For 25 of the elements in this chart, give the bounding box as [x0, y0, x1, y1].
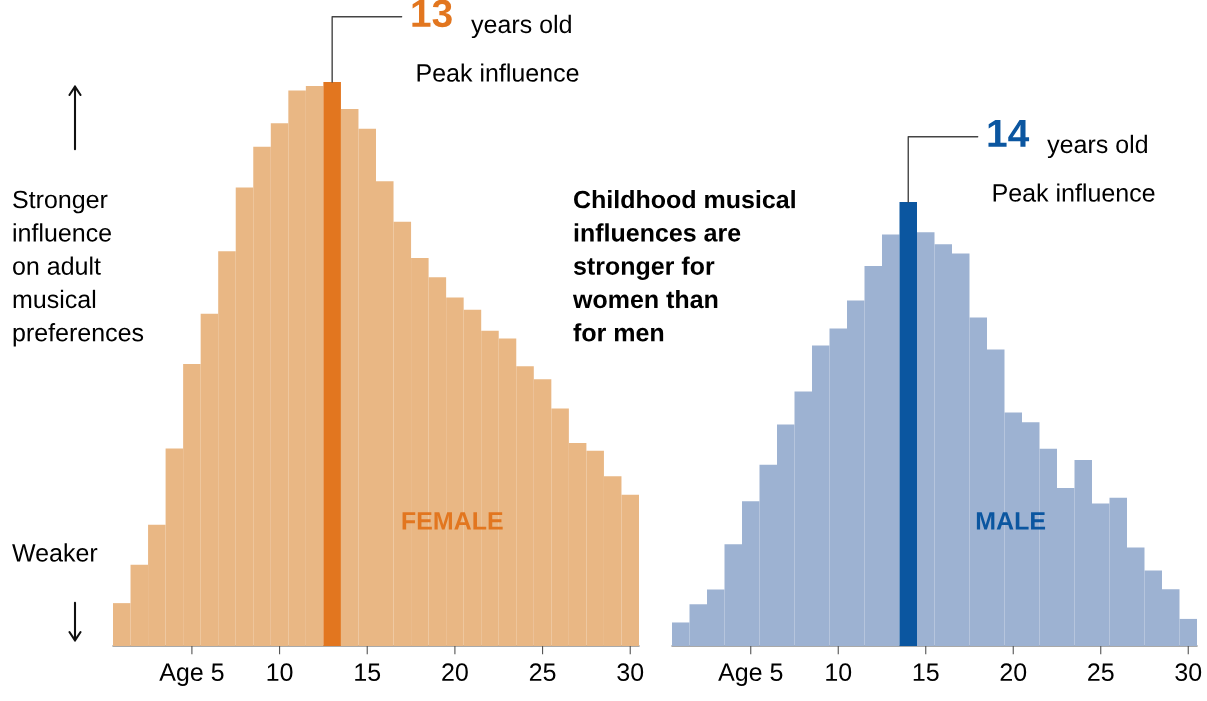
x-tick-label: 10 [826, 663, 852, 682]
x-tick-label: 30 [1175, 663, 1202, 682]
bar [899, 202, 917, 646]
x-tick-label: 30 [617, 663, 644, 682]
annotation: 14 [988, 120, 1030, 147]
x-tick-label: 20 [1000, 663, 1027, 682]
y-axis-title: Stronger influence on adult musical preferences [13, 190, 144, 347]
bar [323, 82, 341, 646]
text: Peak influence [417, 63, 579, 82]
text: Peak influence [993, 183, 1155, 202]
text: Weaker [12, 543, 98, 562]
x-tick-label: 25 [1088, 663, 1114, 682]
x-tick-label: 15 [913, 663, 939, 682]
x-tick-label: 25 [529, 663, 556, 682]
x-tick-label: Age 5 [718, 663, 783, 686]
annotation: Childhood musical influences are stronger for women than for men [572, 190, 795, 342]
x-tick-label: 15 [355, 663, 381, 682]
text: years old [1047, 134, 1147, 159]
annotation: 13 [412, 0, 452, 28]
series-label: MALE [976, 512, 1046, 530]
text: years old [471, 14, 571, 39]
x-tick-label: Age 5 [159, 663, 224, 686]
series-label: FEMALE [402, 512, 503, 530]
x-tick-label: 20 [442, 663, 468, 682]
x-tick-label: 10 [267, 663, 293, 682]
